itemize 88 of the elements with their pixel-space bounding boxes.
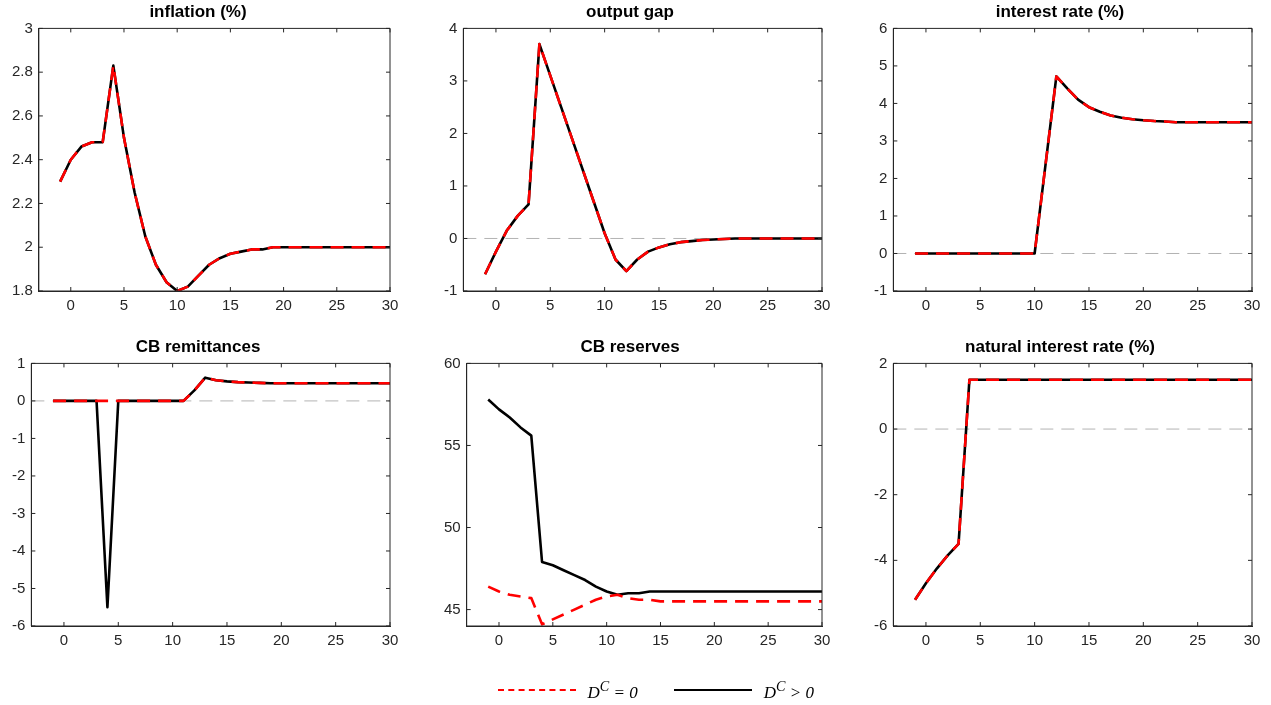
y-tick-label: -1 bbox=[11, 428, 26, 446]
y-tick-label: 4 bbox=[878, 93, 888, 111]
x-tick-label: 30 bbox=[1243, 296, 1261, 314]
x-tick-label: 15 bbox=[1080, 296, 1098, 314]
x-tick-label: 0 bbox=[921, 631, 931, 649]
x-tick-label: 20 bbox=[1134, 631, 1152, 649]
y-tick-label: 4 bbox=[448, 18, 458, 36]
x-tick-label: 5 bbox=[114, 631, 123, 649]
legend-label: D$^{C}$ = 0 bbox=[587, 678, 638, 703]
x-tick-label: 5 bbox=[119, 296, 129, 314]
y-tick-label: 2 bbox=[878, 168, 888, 186]
y-tick-label: 55 bbox=[444, 435, 461, 453]
x-tick-label: 5 bbox=[548, 631, 557, 649]
y-tick-label: 3 bbox=[24, 18, 33, 36]
x-tick-label: 10 bbox=[1026, 631, 1043, 649]
y-tick-label: -2 bbox=[11, 466, 26, 484]
y-tick-label: 60 bbox=[444, 353, 461, 371]
x-tick-label: 0 bbox=[494, 631, 504, 649]
x-tick-label: 25 bbox=[1189, 631, 1206, 649]
x-tick-label: 5 bbox=[976, 296, 985, 314]
x-tick-label: 30 bbox=[381, 296, 399, 314]
x-tick-label: 10 bbox=[1026, 296, 1043, 314]
y-tick-label: 2.8 bbox=[11, 62, 33, 80]
x-tick-label: 20 bbox=[705, 631, 723, 649]
x-tick-label: 20 bbox=[275, 296, 292, 314]
x-tick-label: 15 bbox=[650, 296, 668, 314]
y-tick-label: 45 bbox=[444, 599, 461, 617]
x-tick-label: 25 bbox=[1189, 296, 1206, 314]
y-tick-label: 2.2 bbox=[11, 193, 33, 211]
y-tick-label: 3 bbox=[878, 131, 888, 149]
y-tick-label: 6 bbox=[878, 18, 888, 36]
x-tick-label: 0 bbox=[491, 296, 501, 314]
x-tick-label: 25 bbox=[327, 631, 344, 649]
x-tick-label: 30 bbox=[381, 631, 399, 649]
y-tick-label: 2 bbox=[878, 353, 888, 371]
y-tick-label: 0 bbox=[16, 391, 26, 409]
chart-title: CB remittances bbox=[135, 336, 261, 356]
y-tick-label: 2.4 bbox=[11, 149, 33, 167]
y-tick-label: 1 bbox=[878, 206, 888, 224]
chart-title: inflation (%) bbox=[149, 1, 247, 21]
y-tick-label: 0 bbox=[878, 419, 888, 437]
y-tick-label: -1 bbox=[873, 281, 888, 299]
y-tick-label: -4 bbox=[11, 541, 26, 559]
chart-title: CB reserves bbox=[580, 336, 680, 356]
y-tick-label: 50 bbox=[444, 517, 461, 535]
x-tick-label: 30 bbox=[813, 296, 831, 314]
y-tick-label: 1.8 bbox=[11, 281, 33, 299]
y-tick-label: -4 bbox=[873, 550, 888, 568]
x-tick-label: 25 bbox=[328, 296, 346, 314]
chart-title: output gap bbox=[586, 1, 674, 21]
x-tick-label: 30 bbox=[813, 631, 831, 649]
y-tick-label: 1 bbox=[16, 353, 26, 371]
x-tick-label: 5 bbox=[976, 631, 985, 649]
y-tick-label: 2 bbox=[448, 123, 458, 141]
x-tick-label: 30 bbox=[1243, 631, 1261, 649]
chart-title: natural interest rate (%) bbox=[965, 336, 1155, 356]
x-tick-label: 25 bbox=[759, 631, 777, 649]
y-tick-label: 0 bbox=[878, 243, 888, 261]
x-tick-label: 5 bbox=[546, 296, 555, 314]
y-tick-label: 5 bbox=[878, 56, 888, 74]
x-tick-label: 10 bbox=[596, 296, 613, 314]
y-tick-label: -6 bbox=[873, 616, 888, 634]
y-tick-label: -2 bbox=[873, 484, 888, 502]
y-tick-label: 1 bbox=[448, 176, 458, 194]
y-tick-label: 0 bbox=[448, 228, 458, 246]
x-tick-label: 0 bbox=[59, 631, 69, 649]
x-tick-label: 0 bbox=[921, 296, 931, 314]
x-tick-label: 10 bbox=[164, 631, 181, 649]
x-tick-label: 20 bbox=[1134, 296, 1152, 314]
x-tick-label: 25 bbox=[759, 296, 776, 314]
y-tick-label: 3 bbox=[448, 71, 458, 89]
y-tick-label: 2.6 bbox=[11, 106, 33, 124]
x-tick-label: 10 bbox=[598, 631, 615, 649]
x-tick-label: 0 bbox=[66, 296, 75, 314]
chart-title: interest rate (%) bbox=[995, 1, 1125, 21]
x-tick-label: 10 bbox=[168, 296, 186, 314]
y-tick-label: -3 bbox=[11, 503, 26, 521]
x-tick-label: 15 bbox=[222, 296, 239, 314]
y-tick-label: -5 bbox=[11, 578, 26, 596]
x-tick-label: 20 bbox=[272, 631, 290, 649]
y-tick-label: -6 bbox=[11, 616, 26, 634]
x-tick-label: 20 bbox=[704, 296, 722, 314]
x-tick-label: 15 bbox=[652, 631, 669, 649]
legend-label: D$^{C}$ > 0 bbox=[763, 678, 814, 703]
y-tick-label: -1 bbox=[443, 281, 458, 299]
x-tick-label: 15 bbox=[1080, 631, 1098, 649]
y-tick-label: 2 bbox=[24, 237, 33, 255]
x-tick-label: 15 bbox=[218, 631, 236, 649]
